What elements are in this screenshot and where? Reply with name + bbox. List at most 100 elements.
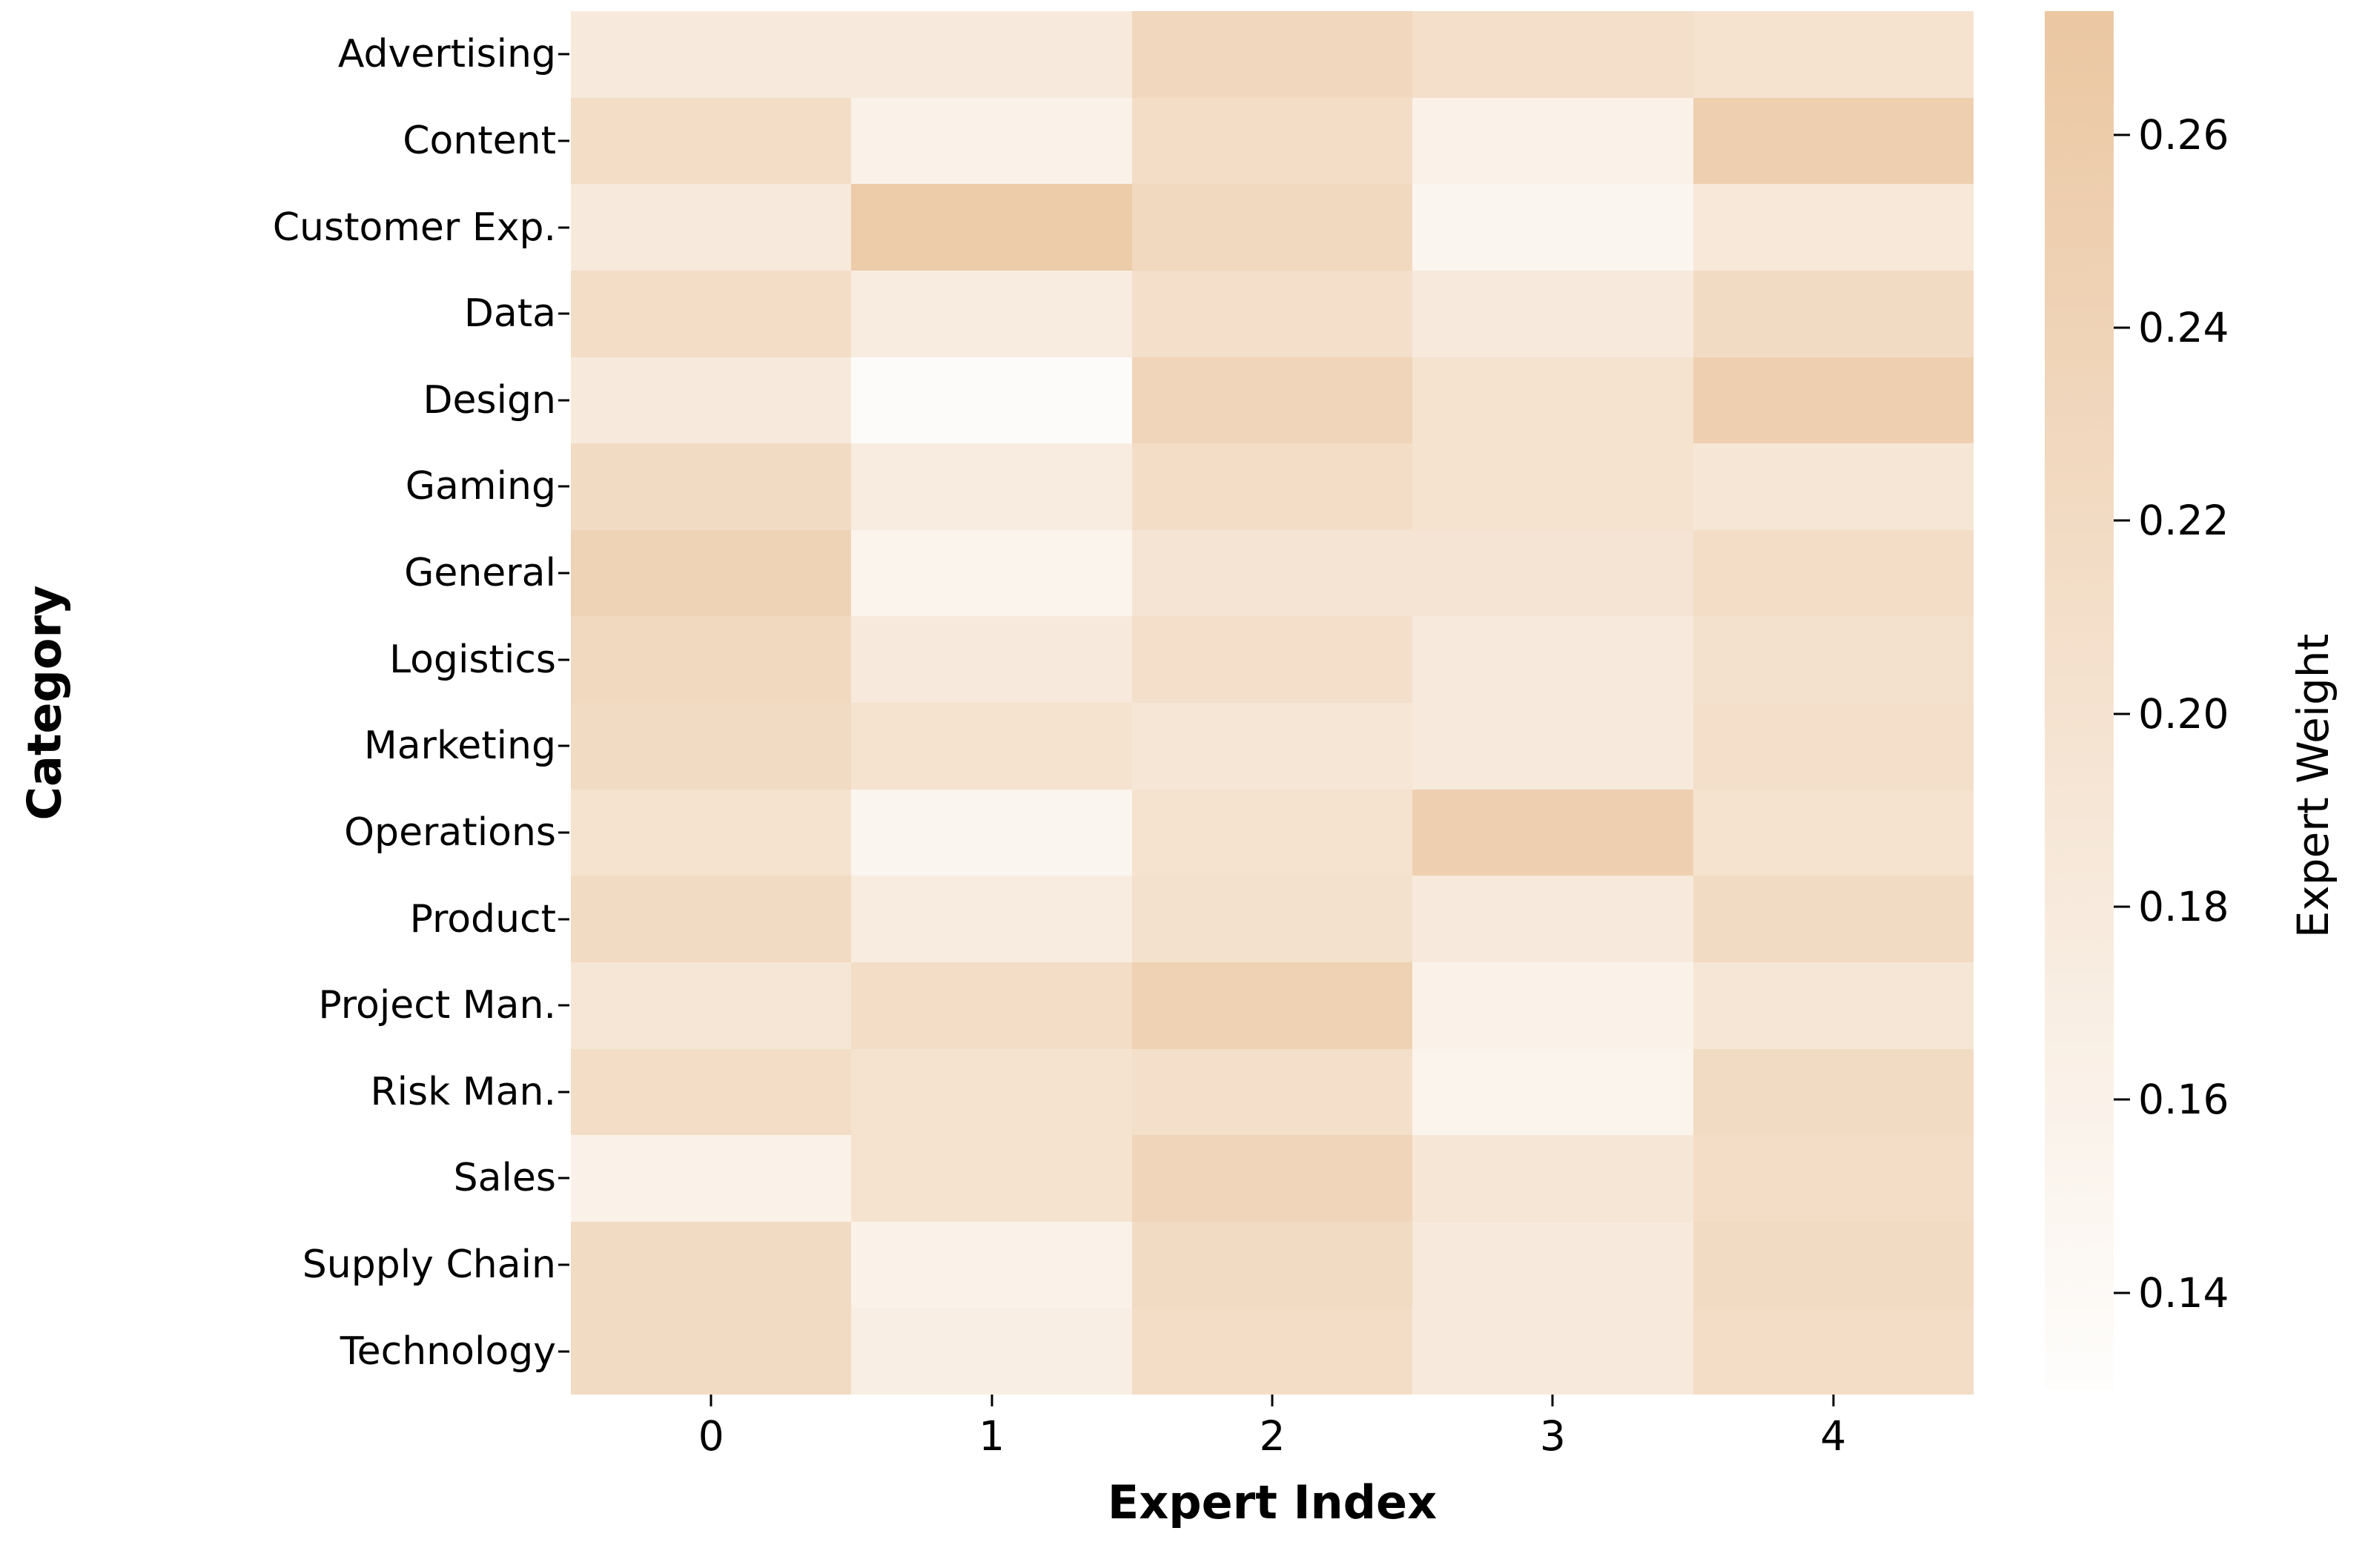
heatmap-cell bbox=[851, 1308, 1132, 1395]
y-tick-mark bbox=[558, 226, 569, 229]
heatmap-cell bbox=[1693, 529, 1974, 617]
heatmap-cell bbox=[851, 357, 1132, 444]
y-tick-label: Product bbox=[409, 896, 556, 942]
colorbar-title: Expert Weight bbox=[2288, 633, 2338, 939]
heatmap-cell bbox=[1693, 1048, 1974, 1136]
heatmap-cell bbox=[1131, 1221, 1413, 1309]
x-tick-mark bbox=[1271, 1395, 1274, 1406]
heatmap-cell bbox=[1693, 184, 1974, 271]
y-tick-label: Marketing bbox=[363, 724, 556, 769]
y-tick-mark bbox=[558, 1004, 569, 1007]
heatmap-cell bbox=[571, 11, 852, 98]
y-tick-mark bbox=[558, 139, 569, 142]
y-tick-mark bbox=[558, 1263, 569, 1266]
heatmap-cell bbox=[1131, 1135, 1413, 1222]
x-tick-label: 4 bbox=[1820, 1412, 1847, 1460]
colorbar-tick-mark bbox=[2114, 1291, 2130, 1294]
colorbar-tick-label: 0.22 bbox=[2138, 497, 2229, 545]
heatmap-cell bbox=[1693, 1221, 1974, 1309]
y-tick-mark bbox=[558, 1091, 569, 1094]
heatmap-cell bbox=[1131, 270, 1413, 357]
colorbar-tick-label: 0.24 bbox=[2138, 303, 2229, 351]
heatmap-cell bbox=[851, 11, 1132, 98]
heatmap-cell bbox=[1412, 703, 1693, 790]
y-tick-label: Advertising bbox=[337, 32, 556, 77]
y-tick-label: Data bbox=[463, 291, 556, 337]
heatmap-cell bbox=[1131, 443, 1413, 530]
heatmap-cell bbox=[1693, 789, 1974, 876]
y-tick-label: Design bbox=[423, 377, 556, 423]
y-tick-mark bbox=[558, 53, 569, 56]
x-tick-mark bbox=[1551, 1395, 1554, 1406]
heatmap-cell bbox=[851, 529, 1132, 617]
colorbar-tick-mark bbox=[2114, 712, 2130, 715]
colorbar-tick-label: 0.14 bbox=[2138, 1268, 2229, 1317]
y-tick-label: Supply Chain bbox=[302, 1243, 556, 1288]
y-tick-label: General bbox=[404, 551, 556, 596]
colorbar-tick-mark bbox=[2114, 519, 2130, 522]
y-tick-label: Project Man. bbox=[318, 983, 556, 1028]
y-tick-label: Operations bbox=[344, 810, 556, 855]
colorbar-tick-mark bbox=[2114, 1098, 2130, 1101]
heatmap-cell bbox=[1693, 876, 1974, 962]
heatmap-cell bbox=[571, 703, 852, 790]
y-tick-label: Content bbox=[403, 118, 556, 163]
heatmap-cell bbox=[571, 1048, 852, 1136]
y-tick-mark bbox=[558, 831, 569, 834]
colorbar-tick-mark bbox=[2114, 133, 2130, 136]
heatmap-cell bbox=[1412, 184, 1693, 271]
heatmap-cell bbox=[851, 270, 1132, 357]
x-tick-mark bbox=[990, 1395, 993, 1406]
heatmap-cell bbox=[1693, 1308, 1974, 1395]
colorbar-tick-mark bbox=[2114, 905, 2130, 908]
heatmap-cell bbox=[851, 616, 1132, 703]
heatmap-cell bbox=[1131, 1048, 1413, 1136]
heatmap-cell bbox=[1412, 443, 1693, 530]
heatmap-cell bbox=[1693, 357, 1974, 444]
heatmap-cell bbox=[851, 1221, 1132, 1309]
heatmap-cell bbox=[1131, 357, 1413, 444]
y-tick-mark bbox=[558, 1350, 569, 1353]
heatmap-cell bbox=[1131, 1308, 1413, 1395]
colorbar-tick-label: 0.20 bbox=[2138, 689, 2229, 738]
heatmap-cell bbox=[1693, 270, 1974, 357]
heatmap-cell bbox=[571, 97, 852, 185]
y-tick-label: Gaming bbox=[405, 464, 556, 509]
y-tick-label: Risk Man. bbox=[370, 1069, 556, 1114]
heatmap-cell bbox=[1412, 1135, 1693, 1222]
x-tick-mark bbox=[710, 1395, 712, 1406]
heatmap-cell bbox=[1693, 11, 1974, 98]
heatmap-cell bbox=[1131, 876, 1413, 962]
x-tick-label: 3 bbox=[1539, 1412, 1566, 1460]
y-tick-mark bbox=[558, 744, 569, 747]
heatmap-cell bbox=[1412, 11, 1693, 98]
y-tick-label: Sales bbox=[453, 1156, 556, 1201]
heatmap-cell bbox=[571, 529, 852, 617]
x-tick-label: 2 bbox=[1259, 1412, 1286, 1460]
heatmap-plot-area bbox=[571, 11, 1974, 1395]
y-tick-label: Logistics bbox=[389, 637, 556, 682]
x-tick-label: 1 bbox=[979, 1412, 1005, 1460]
heatmap-cell bbox=[1412, 529, 1693, 617]
heatmap-cell bbox=[1412, 97, 1693, 185]
heatmap-cell bbox=[1412, 1308, 1693, 1395]
heatmap-cell bbox=[1131, 789, 1413, 876]
colorbar-gradient bbox=[2045, 11, 2114, 1389]
y-axis-title: Category bbox=[17, 585, 72, 821]
heatmap-cell bbox=[571, 1135, 852, 1222]
heatmap-cell bbox=[571, 184, 852, 271]
heatmap-cell bbox=[1412, 876, 1693, 962]
heatmap-cell bbox=[1131, 11, 1413, 98]
y-tick-mark bbox=[558, 312, 569, 315]
colorbar-tick-label: 0.18 bbox=[2138, 883, 2229, 931]
heatmap-cell bbox=[571, 357, 852, 444]
heatmap-cell bbox=[571, 789, 852, 876]
heatmap-cell bbox=[851, 1135, 1132, 1222]
heatmap-cell bbox=[1131, 962, 1413, 1049]
heatmap-cell bbox=[1412, 616, 1693, 703]
heatmap-cell bbox=[571, 962, 852, 1049]
heatmap-cell bbox=[851, 962, 1132, 1049]
heatmap-cell bbox=[1412, 962, 1693, 1049]
heatmap-cell bbox=[1693, 1135, 1974, 1222]
